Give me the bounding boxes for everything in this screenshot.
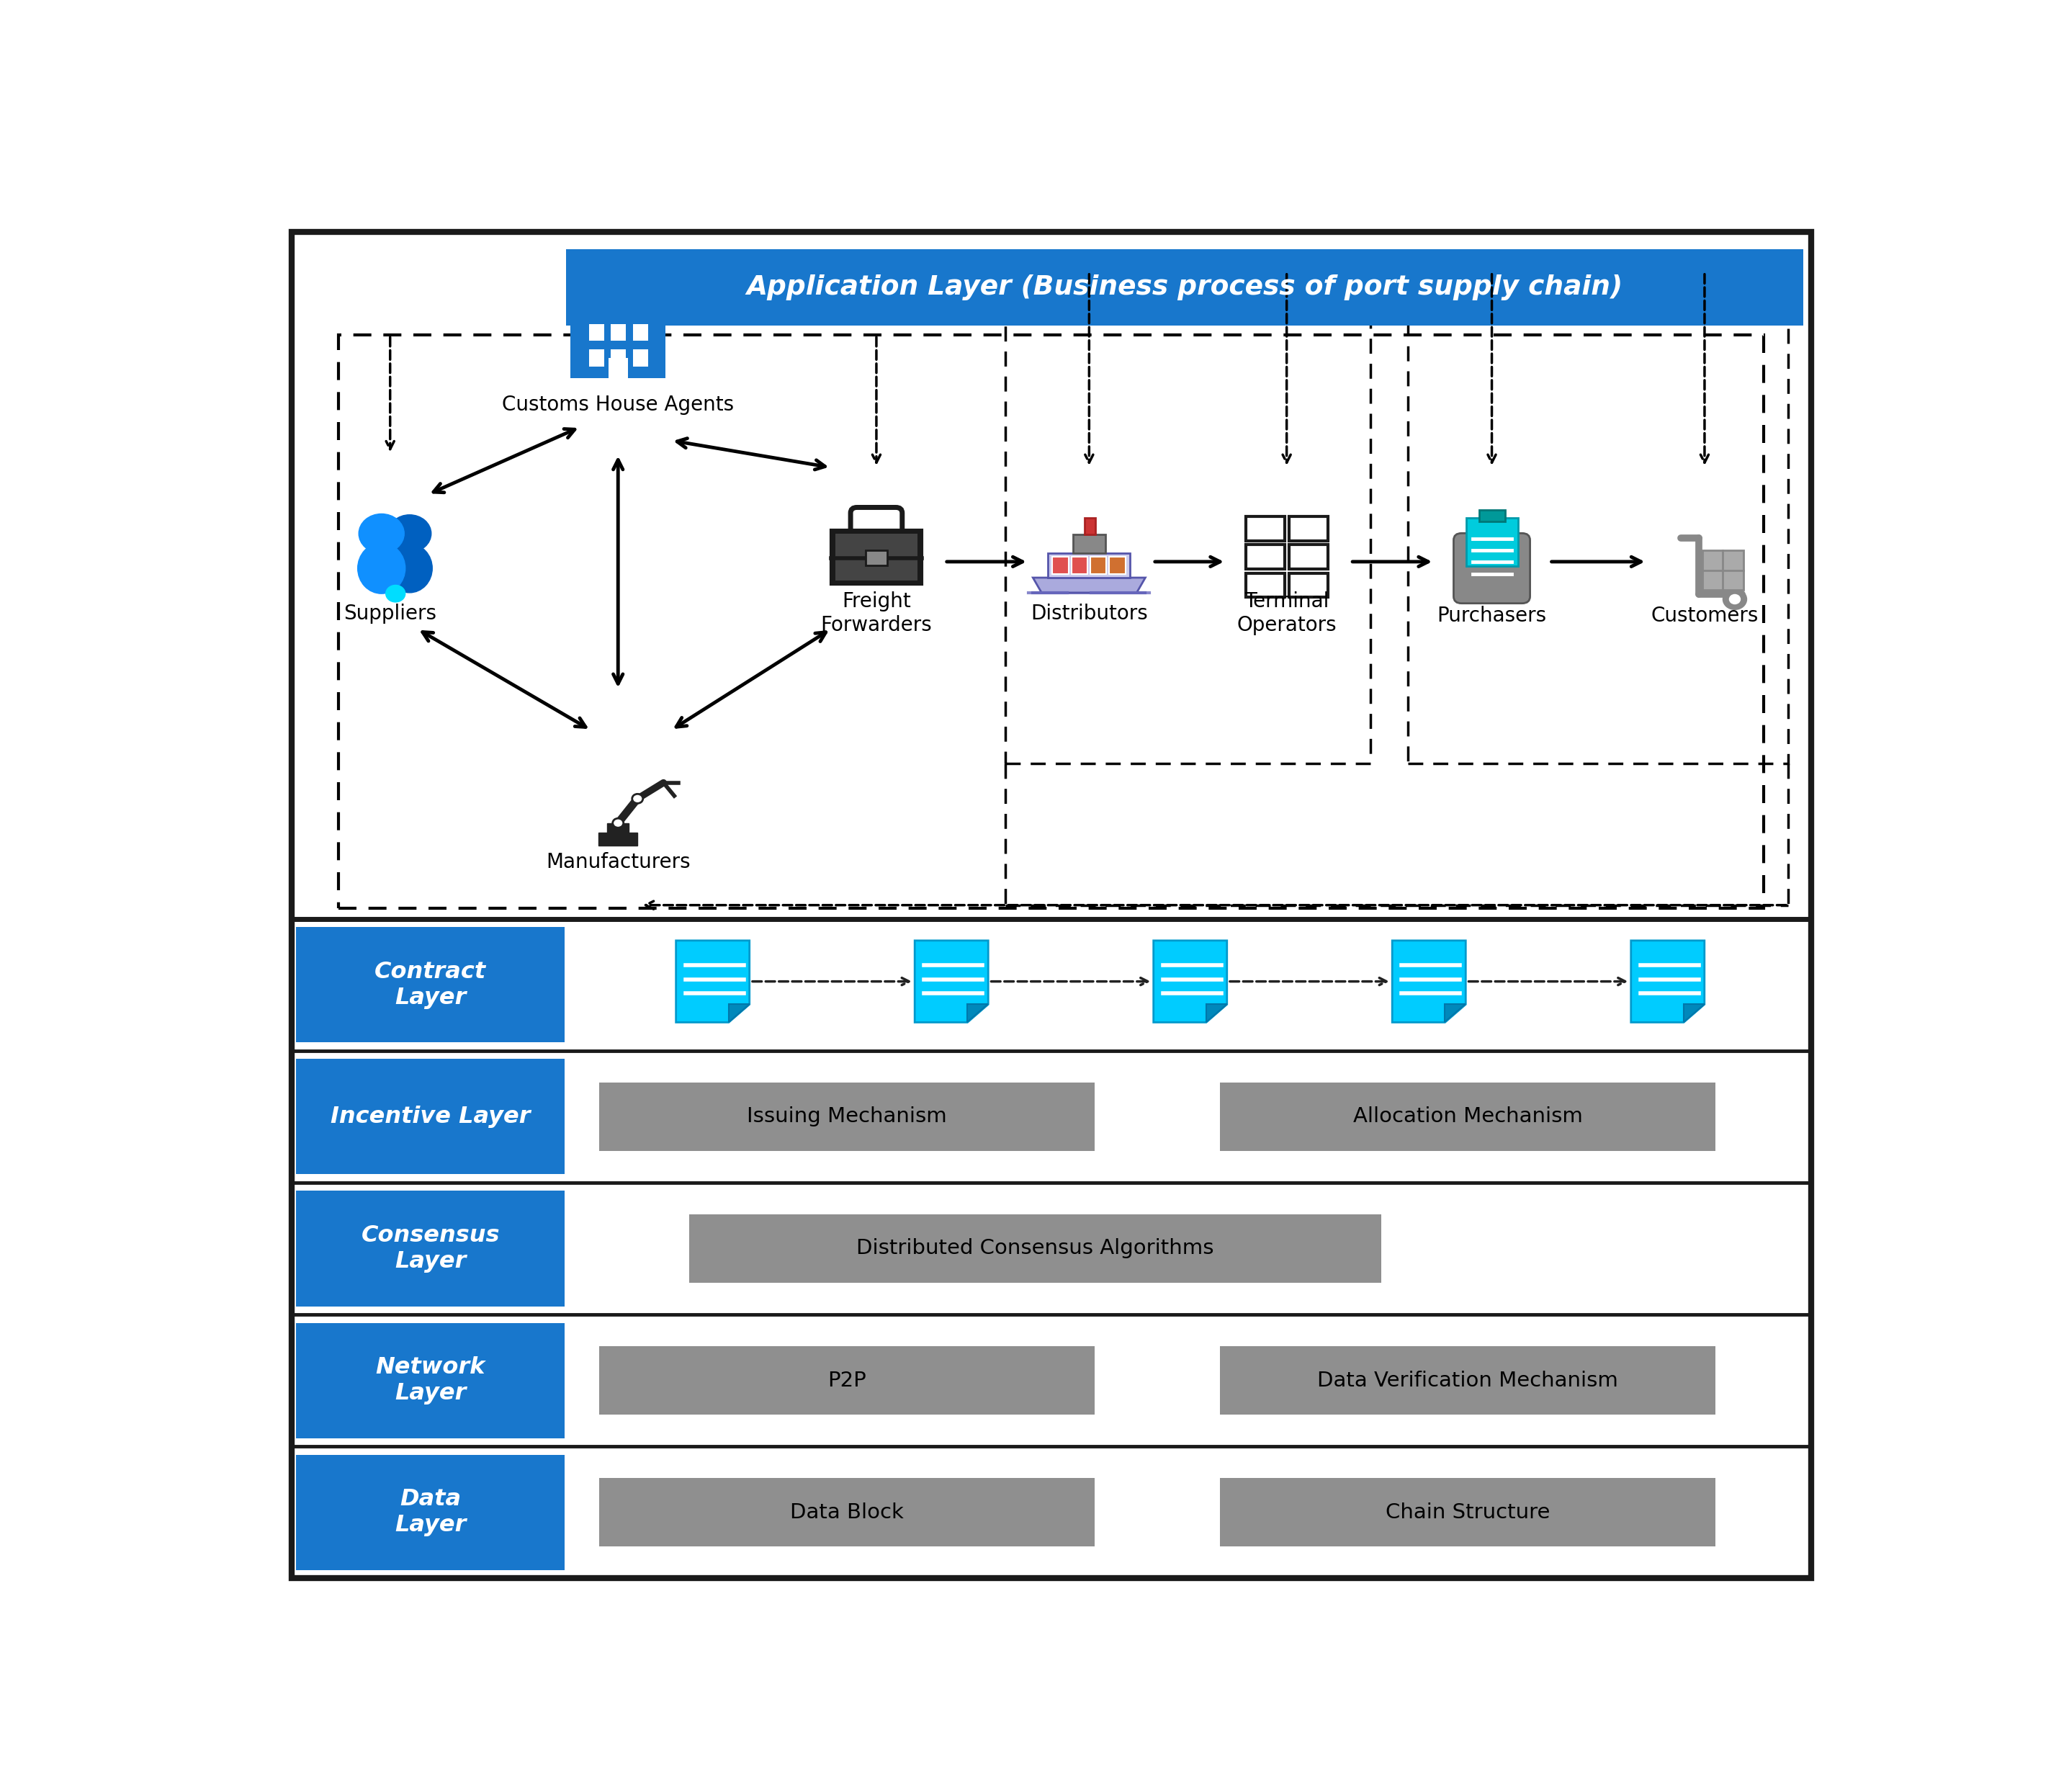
Polygon shape xyxy=(728,1004,749,1023)
Text: Consensus
Layer: Consensus Layer xyxy=(361,1224,500,1272)
Bar xyxy=(570,317,667,378)
Bar xyxy=(1220,1346,1715,1414)
Bar xyxy=(589,324,603,340)
Polygon shape xyxy=(1206,1004,1226,1023)
Bar xyxy=(607,823,630,833)
Bar xyxy=(599,833,638,846)
Ellipse shape xyxy=(388,545,433,593)
Bar xyxy=(1288,545,1327,570)
Bar xyxy=(1085,518,1095,534)
Bar xyxy=(1091,557,1105,573)
Bar xyxy=(1071,557,1087,573)
Polygon shape xyxy=(1631,941,1704,1023)
Bar xyxy=(1245,573,1284,597)
Bar xyxy=(611,349,626,366)
Text: Data Verification Mechanism: Data Verification Mechanism xyxy=(1317,1371,1618,1391)
Text: Distributed Consensus Algorithms: Distributed Consensus Algorithms xyxy=(855,1238,1214,1258)
Bar xyxy=(831,530,921,584)
Polygon shape xyxy=(1153,941,1226,1023)
Circle shape xyxy=(1723,590,1747,609)
Polygon shape xyxy=(1393,941,1466,1023)
Bar xyxy=(1702,550,1743,590)
Circle shape xyxy=(359,514,404,554)
Bar xyxy=(609,289,628,317)
Bar xyxy=(634,349,648,366)
Bar xyxy=(1220,1478,1715,1546)
Polygon shape xyxy=(968,1004,989,1023)
Polygon shape xyxy=(915,941,989,1023)
Bar xyxy=(589,349,603,366)
Bar xyxy=(611,324,626,340)
Text: Freight
Forwarders: Freight Forwarders xyxy=(820,591,931,634)
Bar xyxy=(634,324,648,340)
Text: Incentive Layer: Incentive Layer xyxy=(330,1106,531,1127)
Ellipse shape xyxy=(357,543,406,593)
Bar xyxy=(1245,545,1284,570)
Bar xyxy=(1245,516,1284,541)
Text: Data Block: Data Block xyxy=(790,1502,904,1523)
Text: Issuing Mechanism: Issuing Mechanism xyxy=(747,1106,948,1127)
Bar xyxy=(566,249,1803,326)
Text: Distributors: Distributors xyxy=(1030,604,1149,624)
Polygon shape xyxy=(1446,1004,1466,1023)
Text: Suppliers: Suppliers xyxy=(345,604,437,624)
Text: Manufacturers: Manufacturers xyxy=(546,853,691,873)
Bar xyxy=(1288,573,1327,597)
Bar xyxy=(295,926,564,1043)
Text: Allocation Mechanism: Allocation Mechanism xyxy=(1354,1106,1583,1127)
Text: Network
Layer: Network Layer xyxy=(375,1357,486,1405)
Bar xyxy=(1466,518,1518,566)
Text: Application Layer (Business process of port supply chain): Application Layer (Business process of p… xyxy=(747,274,1622,301)
Bar xyxy=(599,1478,1095,1546)
Bar xyxy=(295,1059,564,1174)
Text: Contract
Layer: Contract Layer xyxy=(375,961,486,1009)
Bar xyxy=(835,534,917,581)
Bar xyxy=(1288,516,1327,541)
Bar xyxy=(1052,557,1069,573)
Text: Chain Structure: Chain Structure xyxy=(1386,1502,1551,1523)
Bar xyxy=(338,335,1764,909)
Bar xyxy=(609,358,628,378)
Bar xyxy=(1220,1082,1715,1150)
Bar xyxy=(689,1215,1380,1283)
Bar xyxy=(295,1322,564,1439)
Circle shape xyxy=(613,819,624,828)
Bar xyxy=(603,285,634,294)
Bar xyxy=(599,1346,1095,1414)
Bar xyxy=(1005,272,1370,763)
Text: Purchasers: Purchasers xyxy=(1438,606,1546,625)
Bar xyxy=(599,1082,1095,1150)
Bar xyxy=(295,1192,564,1306)
Circle shape xyxy=(632,794,642,803)
FancyBboxPatch shape xyxy=(1454,534,1530,604)
Text: Customers: Customers xyxy=(1651,606,1758,625)
Polygon shape xyxy=(1684,1004,1704,1023)
Bar xyxy=(1409,272,1788,763)
Bar xyxy=(1479,511,1505,521)
Bar xyxy=(1110,557,1126,573)
Text: Customs House Agents: Customs House Agents xyxy=(502,394,734,414)
Bar xyxy=(866,550,888,566)
Polygon shape xyxy=(1034,577,1144,593)
Text: Terminal
Operators: Terminal Operators xyxy=(1237,591,1337,634)
Circle shape xyxy=(1729,595,1739,604)
Bar xyxy=(295,1455,564,1570)
Text: Data
Layer: Data Layer xyxy=(394,1489,466,1536)
Bar xyxy=(1048,554,1130,577)
Text: P2P: P2P xyxy=(829,1371,866,1391)
Circle shape xyxy=(388,514,431,552)
Polygon shape xyxy=(677,941,749,1023)
Circle shape xyxy=(386,586,406,602)
Bar xyxy=(1073,534,1105,554)
